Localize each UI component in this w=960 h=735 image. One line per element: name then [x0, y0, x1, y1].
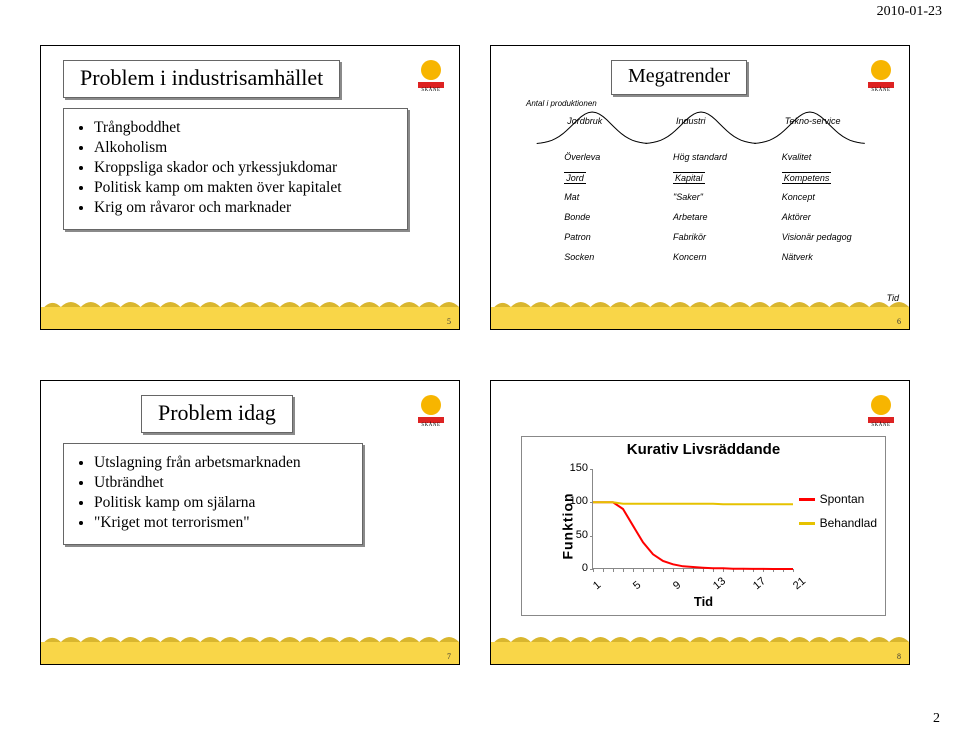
slide1-num: 5: [447, 317, 451, 326]
chart-legend: Spontan Behandlad: [799, 492, 877, 540]
slide3-num: 7: [447, 652, 451, 661]
kapital-box: Jord: [564, 172, 586, 184]
mega-cell: Koncern: [673, 252, 707, 262]
skane-logo: SKÅNE: [868, 395, 894, 421]
slide-problem-industri: SKÅNE Problem i industrisamhället Trångb…: [40, 45, 460, 330]
kapital-box: Kompetens: [782, 172, 832, 184]
legend-swatch: [799, 498, 815, 501]
page-number: 2: [933, 711, 940, 727]
curve-label: Tekno-service: [785, 116, 841, 126]
mega-cell: Aktörer: [782, 212, 811, 222]
legend-label: Behandlad: [820, 516, 877, 530]
mega-cell: Bonde: [564, 212, 590, 222]
slide3-title: Problem idag: [141, 395, 293, 433]
mega-cell: Nätverk: [782, 252, 813, 262]
x-tick-label: 5: [631, 579, 643, 592]
x-tick-label: 9: [671, 579, 683, 592]
legend-item: Behandlad: [799, 516, 877, 530]
slide-megatrender: SKÅNE Megatrender Antal i produktionen J…: [490, 45, 910, 330]
bullet-item: Utslagning från arbetsmarknaden: [94, 454, 348, 472]
mega-cell: Fabrikör: [673, 232, 706, 242]
slide-kurativ: SKÅNE Kurativ Livsräddande Funktion 0501…: [490, 380, 910, 665]
bullet-item: Trångboddhet: [94, 119, 393, 137]
bullet-item: Politisk kamp om makten över kapitalet: [94, 179, 393, 197]
bullet-item: Utbrändhet: [94, 474, 348, 492]
x-tick-label: 13: [711, 575, 728, 592]
page-date: 2010-01-23: [877, 4, 942, 20]
slide3-bullets: Utslagning från arbetsmarknaden Utbrändhe…: [63, 443, 363, 545]
bullet-item: Politisk kamp om själarna: [94, 494, 348, 512]
slide2-title: Megatrender: [611, 60, 747, 95]
y-tick-label: 150: [558, 462, 588, 474]
x-tick-label: 17: [751, 575, 768, 592]
mega-cell: Överleva: [564, 152, 600, 162]
mega-cell: Koncept: [782, 192, 815, 202]
legend-swatch: [799, 522, 815, 525]
mega-cell: Patron: [564, 232, 591, 242]
mega-cell: Visionär pedagog: [782, 232, 852, 242]
y-tick-label: 0: [558, 562, 588, 574]
x-axis-title: Tid: [694, 594, 713, 609]
slide1-bullets: Trångboddhet Alkoholism Kroppsliga skador …: [63, 108, 408, 230]
slide-problem-idag: SKÅNE Problem idag Utslagning från arbet…: [40, 380, 460, 665]
legend-item: Spontan: [799, 492, 877, 506]
skane-logo: SKÅNE: [418, 395, 444, 421]
bullet-item: Krig om råvaror och marknader: [94, 199, 393, 217]
slide1-title: Problem i industrisamhället: [63, 60, 340, 98]
curve-label: Industri: [676, 116, 706, 126]
yellow-footer: [41, 297, 459, 329]
megatrender-diagram: Antal i produktionen JordbrukIndustriTek…: [511, 104, 891, 299]
skane-logo: SKÅNE: [868, 60, 894, 86]
curve-label: Jordbruk: [567, 116, 602, 126]
chart-title: Kurativ Livsräddande: [522, 437, 885, 458]
x-tick-label: 21: [791, 575, 808, 592]
kapital-box: Kapital: [673, 172, 705, 184]
line-chart: Kurativ Livsräddande Funktion 0501001501…: [521, 436, 886, 616]
y-tick-label: 100: [558, 495, 588, 507]
bullet-item: "Kriget mot terrorismen": [94, 514, 348, 532]
slide4-num: 8: [897, 652, 901, 661]
plot-area: 050100150159131721: [592, 469, 792, 569]
y-tick-label: 50: [558, 529, 588, 541]
legend-label: Spontan: [820, 492, 865, 506]
yellow-footer: [491, 632, 909, 664]
skane-logo: SKÅNE: [418, 60, 444, 86]
mega-cell: Kvalitet: [782, 152, 812, 162]
tid-axis-label: Tid: [887, 293, 899, 303]
mega-cell: Mat: [564, 192, 579, 202]
bullet-item: Kroppsliga skador och yrkessjukdomar: [94, 159, 393, 177]
mega-cell: "Saker": [673, 192, 703, 202]
slide2-num: 6: [897, 317, 901, 326]
mega-cell: Hög standard: [673, 152, 727, 162]
x-tick-label: 1: [591, 579, 603, 592]
mega-cell: Arbetare: [673, 212, 708, 222]
yellow-footer: [41, 632, 459, 664]
bullet-item: Alkoholism: [94, 139, 393, 157]
yellow-footer: [491, 297, 909, 329]
mega-cell: Socken: [564, 252, 594, 262]
